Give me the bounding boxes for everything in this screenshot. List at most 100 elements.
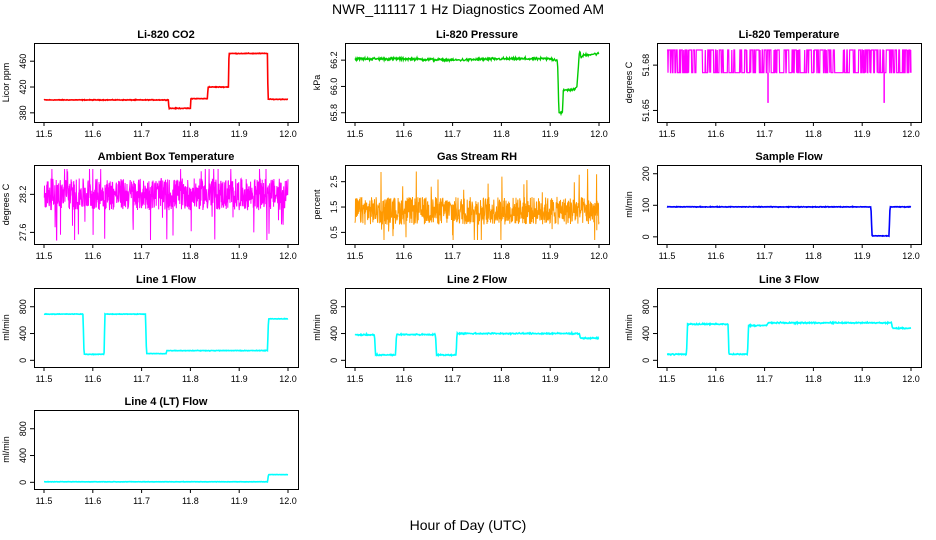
panel-title: Li-820 CO2 — [137, 29, 194, 41]
y-tick-label: 400 — [641, 326, 651, 341]
y-tick-label: 2.5 — [329, 175, 339, 188]
series-line — [43, 168, 289, 241]
x-tick-label: 11.9 — [231, 251, 248, 261]
panel-title: Line 4 (LT) Flow — [125, 396, 208, 408]
x-tick-label: 11.5 — [347, 129, 364, 139]
plot-frame — [34, 288, 299, 368]
panel-10: Line 4 (LT) Flow ml/min 0 400 800 11.5 11.6 11.… — [1, 396, 299, 506]
x-tick-label: 11.7 — [756, 374, 773, 384]
y-tick-label: 100 — [641, 198, 651, 213]
x-tick-label: 11.5 — [36, 251, 53, 261]
plot-frame — [657, 165, 922, 245]
y-tick-label: 400 — [18, 326, 28, 341]
y-tick-label: 65.8 — [329, 104, 339, 122]
y-tick-label: 460 — [18, 54, 28, 69]
panel-title: Gas Stream RH — [437, 151, 517, 163]
x-tick-label: 11.6 — [84, 129, 101, 139]
x-tick-label: 11.9 — [231, 496, 248, 506]
y-axis-label: percent — [312, 189, 322, 220]
panel-1: Li-820 CO2 Licor ppm 380 420 460 11.5 11.6 11.7… — [1, 29, 299, 139]
series-line — [43, 51, 289, 111]
x-tick-label: 11.8 — [182, 496, 199, 506]
x-tick-label: 11.5 — [347, 251, 364, 261]
x-tick-label: 11.7 — [133, 374, 150, 384]
panel-title: Li-820 Temperature — [739, 29, 840, 41]
y-tick-label: 800 — [18, 299, 28, 314]
y-axis-label: ml/min — [1, 436, 11, 463]
series-line — [666, 205, 912, 238]
plot-frame — [345, 288, 610, 368]
x-tick-label: 11.5 — [36, 374, 53, 384]
y-tick-label: 400 — [329, 326, 339, 341]
y-tick-label: 0 — [641, 234, 651, 239]
y-tick-label: 0 — [641, 358, 651, 363]
plot-frame — [657, 43, 922, 123]
y-tick-label: 27.6 — [18, 224, 28, 242]
x-tick-label: 11.8 — [805, 251, 822, 261]
x-tick-label: 11.9 — [854, 129, 871, 139]
y-axis-label: ml/min — [312, 314, 322, 341]
x-tick-label: 12.0 — [902, 374, 920, 384]
x-tick-label: 11.9 — [542, 129, 559, 139]
x-tick-label: 11.5 — [659, 251, 676, 261]
x-tick-label: 12.0 — [279, 496, 297, 506]
x-tick-label: 11.8 — [805, 374, 822, 384]
plot-frame — [34, 43, 299, 123]
x-tick-label: 11.7 — [133, 129, 150, 139]
figure-x-axis-label: Hour of Day (UTC) — [409, 517, 527, 533]
x-tick-label: 11.7 — [444, 129, 461, 139]
panel-3: Li-820 Temperature degrees C 51.65 51.68 11.… — [624, 29, 922, 139]
x-tick-label: 11.7 — [756, 251, 773, 261]
x-tick-label: 11.7 — [133, 496, 150, 506]
panel-2: Li-820 Pressure kPa 65.8 66.0 66.2 11.5 11.6 11… — [312, 29, 610, 139]
x-tick-label: 11.5 — [36, 129, 53, 139]
x-tick-label: 12.0 — [590, 129, 608, 139]
x-tick-label: 11.5 — [659, 129, 676, 139]
y-axis-label: kPa — [312, 75, 322, 91]
x-tick-label: 11.7 — [444, 251, 461, 261]
panel-8: Line 2 Flow ml/min 0 400 800 11.5 11.6 11.7 11.8… — [312, 274, 610, 384]
panel-6: Sample Flow ml/min 0 100 200 11.5 11.6 11.7 11.8… — [624, 151, 922, 261]
plot-frame — [345, 165, 610, 245]
x-tick-label: 12.0 — [279, 374, 297, 384]
x-tick-label: 11.6 — [84, 374, 101, 384]
y-tick-label: 66.0 — [329, 78, 339, 96]
y-axis-label: ml/min — [624, 314, 634, 341]
panel-title: Line 1 Flow — [136, 274, 196, 286]
x-tick-label: 11.8 — [182, 374, 199, 384]
x-tick-label: 11.9 — [231, 374, 248, 384]
y-tick-label: 420 — [18, 80, 28, 95]
y-tick-label: 0 — [18, 358, 28, 363]
x-tick-label: 11.5 — [36, 496, 53, 506]
y-tick-label: 800 — [329, 299, 339, 314]
x-tick-label: 11.8 — [182, 129, 199, 139]
y-tick-label: 0 — [329, 358, 339, 363]
y-tick-label: 380 — [18, 105, 28, 120]
plot-frame — [657, 288, 922, 368]
x-tick-label: 12.0 — [279, 129, 297, 139]
figure-title: NWR_111117 1 Hz Diagnostics Zoomed AM — [331, 1, 605, 17]
y-axis-label: ml/min — [624, 191, 634, 218]
panel-title: Li-820 Pressure — [436, 29, 518, 41]
panel-title: Line 3 Flow — [759, 274, 819, 286]
x-tick-label: 11.6 — [707, 251, 724, 261]
y-tick-label: 66.2 — [329, 51, 339, 69]
panel-4: Ambient Box Temperature degrees C 27.6 28.2… — [1, 151, 299, 261]
x-tick-label: 11.9 — [231, 129, 248, 139]
y-tick-label: 800 — [18, 421, 28, 436]
panel-title: Line 2 Flow — [447, 274, 507, 286]
y-tick-label: 1.5 — [329, 201, 339, 214]
x-tick-label: 11.6 — [707, 129, 724, 139]
series-line — [354, 168, 600, 241]
x-tick-label: 11.5 — [659, 374, 676, 384]
x-tick-label: 11.8 — [493, 129, 510, 139]
series-line — [354, 330, 600, 358]
x-tick-label: 12.0 — [279, 251, 297, 261]
y-tick-label: 28.2 — [18, 186, 28, 204]
x-tick-label: 11.8 — [182, 251, 199, 261]
series-line — [354, 50, 600, 117]
panel-7: Line 1 Flow ml/min 0 400 800 11.5 11.6 11.7 11.8… — [1, 274, 299, 384]
series-line — [667, 49, 912, 74]
